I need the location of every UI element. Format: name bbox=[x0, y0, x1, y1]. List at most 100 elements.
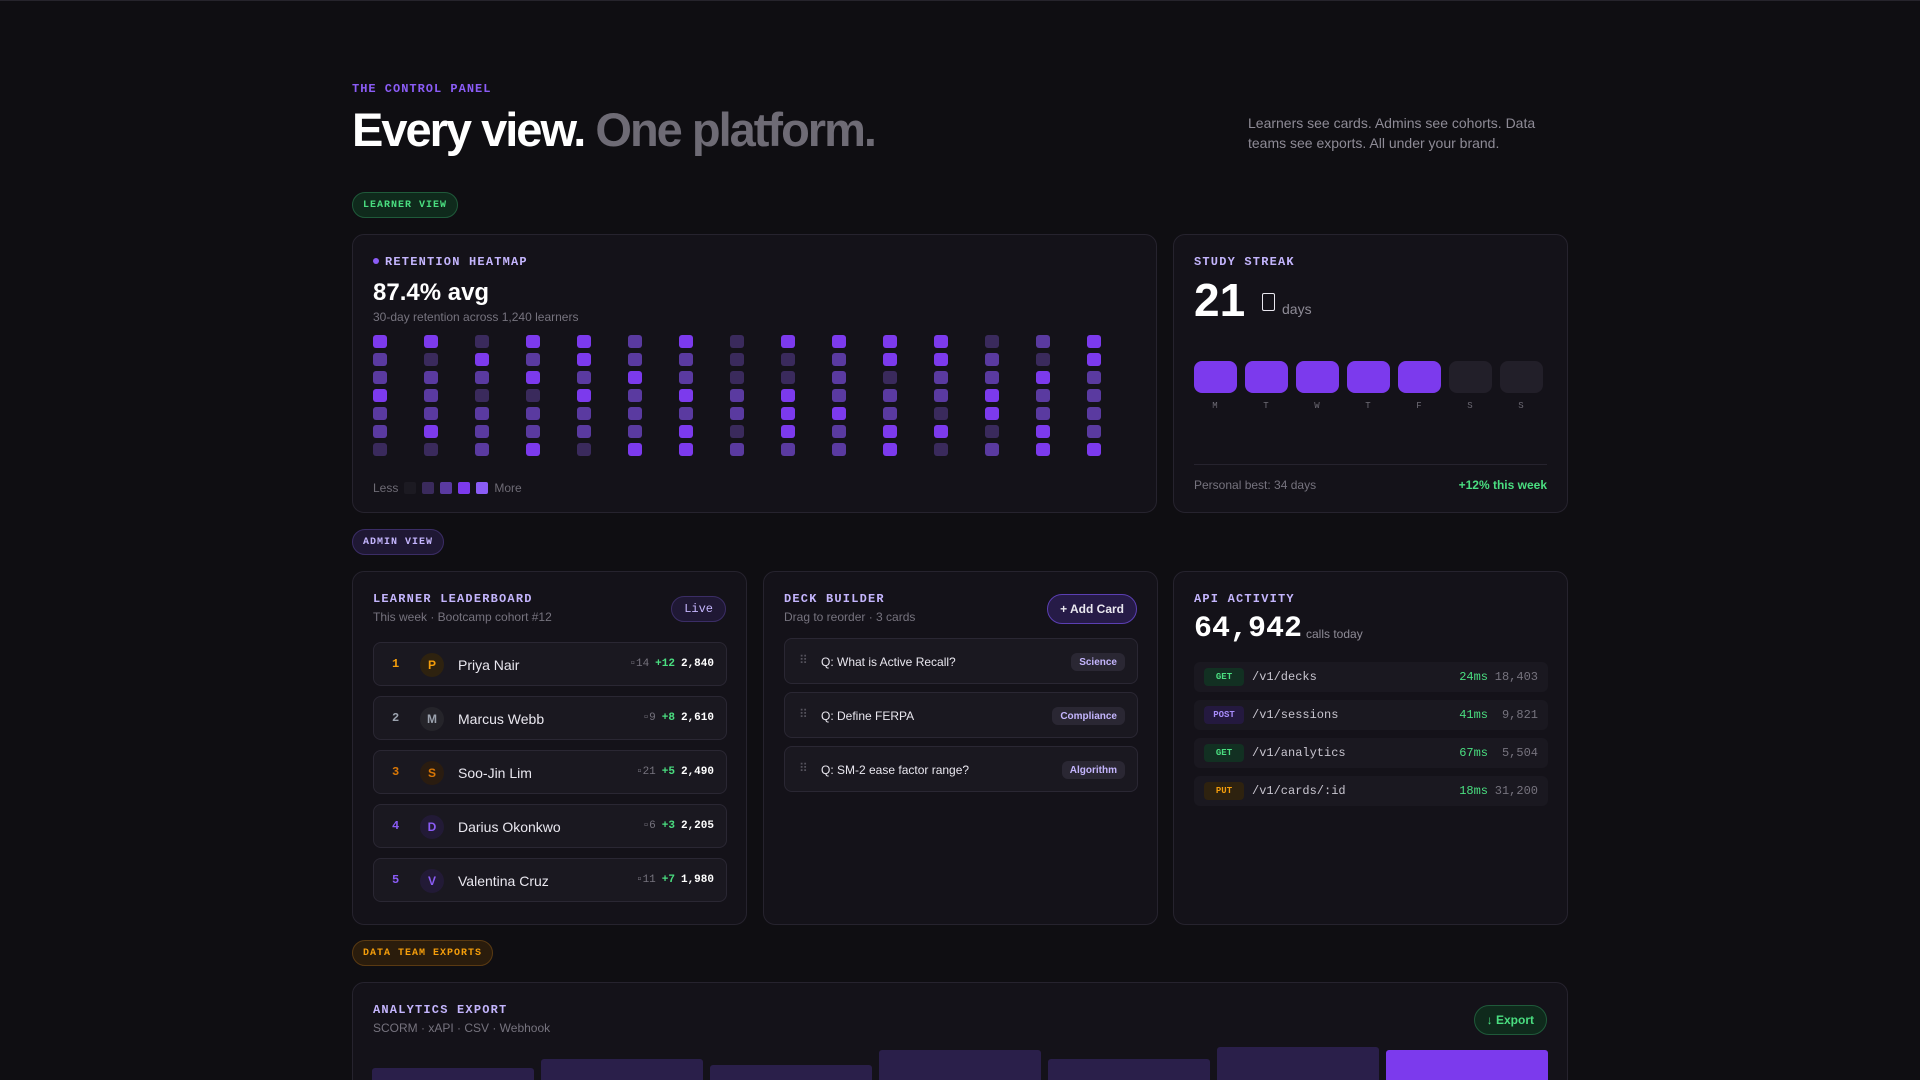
heatmap-cell bbox=[526, 371, 540, 384]
retention-heatmap-card: RETENTION HEATMAP 87.4% avg 30-day reten… bbox=[352, 234, 1157, 513]
heatmap-stat: 87.4% avg bbox=[373, 279, 490, 306]
export-button[interactable]: ↓ Export bbox=[1473, 1005, 1547, 1035]
heatmap-cell bbox=[730, 425, 744, 438]
http-method-badge: PUT bbox=[1204, 782, 1244, 800]
deck-card-item[interactable]: ⠿ Q: Define FERPA Compliance bbox=[784, 692, 1138, 738]
heatmap-cell bbox=[679, 425, 693, 438]
drag-handle-icon[interactable]: ⠿ bbox=[799, 653, 808, 667]
add-card-button[interactable]: + Add Card bbox=[1047, 594, 1137, 624]
heatmap-cell bbox=[475, 407, 489, 420]
heatmap-legend: Less More bbox=[373, 481, 522, 495]
card-tag: Algorithm bbox=[1061, 761, 1125, 779]
http-method-badge: GET bbox=[1204, 744, 1244, 762]
learner-stats: ▫14 +12 2,840 bbox=[629, 658, 714, 670]
leaderboard-row[interactable]: 1 P Priya Nair ▫14 +12 2,840 bbox=[373, 642, 727, 686]
leaderboard-row[interactable]: 2 M Marcus Webb ▫9 +8 2,610 bbox=[373, 696, 727, 740]
avatar: V bbox=[420, 869, 444, 893]
export-bar bbox=[1217, 1047, 1379, 1080]
avatar: P bbox=[420, 653, 444, 677]
learner-name: Marcus Webb bbox=[458, 711, 545, 727]
streak-unit: days bbox=[1282, 301, 1312, 317]
heatmap-cell bbox=[526, 335, 540, 348]
latency: 18ms bbox=[1459, 784, 1488, 798]
heatmap-cell bbox=[883, 443, 897, 456]
streak-icon: ▫ bbox=[635, 874, 643, 886]
heatmap-cell bbox=[730, 371, 744, 384]
api-endpoint-row[interactable]: POST/v1/sessions 41ms 9,821 bbox=[1194, 700, 1548, 730]
heatmap-cell bbox=[424, 425, 438, 438]
streak-icon: ▫ bbox=[642, 712, 650, 724]
rank-number: 3 bbox=[392, 765, 400, 779]
heatmap-cell bbox=[1036, 353, 1050, 366]
eyebrow-label: THE CONTROL PANEL bbox=[352, 82, 492, 96]
api-endpoint-row[interactable]: GET/v1/analytics 67ms 5,504 bbox=[1194, 738, 1548, 768]
points-delta: +5 bbox=[661, 766, 675, 778]
bullet-dot-icon bbox=[373, 257, 379, 264]
heatmap-cell bbox=[781, 371, 795, 384]
heatmap-cell bbox=[526, 425, 540, 438]
heatmap-cell bbox=[934, 335, 948, 348]
heatmap-cell bbox=[730, 353, 744, 366]
leaderboard-title: LEARNER LEADERBOARD bbox=[373, 592, 533, 606]
learner-name: Soo-Jin Lim bbox=[458, 765, 532, 781]
leaderboard-row[interactable]: 4 D Darius Okonkwo ▫6 +3 2,205 bbox=[373, 804, 727, 848]
streak-day-label: M bbox=[1212, 401, 1219, 411]
api-endpoint-row[interactable]: PUT/v1/cards/:id 18ms 31,200 bbox=[1194, 776, 1548, 806]
rank-number: 5 bbox=[392, 873, 400, 887]
streak-day-label: F bbox=[1416, 401, 1423, 411]
control-panel-section: THE CONTROL PANEL Every view. One platfo… bbox=[352, 0, 1568, 1080]
legend-less: Less bbox=[373, 481, 399, 495]
streak-value: 21 bbox=[1194, 274, 1246, 326]
legend-swatch bbox=[458, 482, 471, 494]
api-endpoint-row[interactable]: GET/v1/decks 24ms 18,403 bbox=[1194, 662, 1548, 692]
heatmap-cell bbox=[373, 371, 387, 384]
points-delta: +8 bbox=[661, 712, 675, 724]
leaderboard-row[interactable]: 3 S Soo-Jin Lim ▫21 +5 2,490 bbox=[373, 750, 727, 794]
heatmap-cell bbox=[1036, 443, 1050, 456]
heatmap-cell bbox=[373, 443, 387, 456]
leaderboard-row[interactable]: 5 V Valentina Cruz ▫11 +7 1,980 bbox=[373, 858, 727, 902]
heatmap-cell bbox=[628, 371, 642, 384]
drag-handle-icon[interactable]: ⠿ bbox=[799, 761, 808, 775]
points-total: 1,980 bbox=[680, 874, 714, 886]
rank-number: 1 bbox=[392, 657, 400, 671]
streak-day-bar bbox=[1245, 361, 1288, 393]
live-button[interactable]: Live bbox=[671, 596, 726, 622]
heatmap-grid bbox=[373, 335, 1113, 465]
heatmap-cell bbox=[832, 353, 846, 366]
avatar: M bbox=[420, 707, 444, 731]
weekly-change: +12% this week bbox=[1458, 478, 1547, 492]
heatmap-cell bbox=[424, 371, 438, 384]
heatmap-cell bbox=[883, 371, 897, 384]
export-bar bbox=[1048, 1059, 1210, 1080]
heatmap-cell bbox=[832, 407, 846, 420]
export-bar bbox=[1386, 1050, 1548, 1080]
export-subtitle: SCORM · xAPI · CSV · Webhook bbox=[373, 1021, 551, 1035]
streak-day-label: S bbox=[1518, 401, 1525, 411]
heatmap-cell bbox=[730, 335, 744, 348]
heatmap-cell bbox=[781, 389, 795, 402]
streak-icon: ▫ bbox=[642, 820, 650, 832]
call-count: 5,504 bbox=[1501, 746, 1538, 760]
heatmap-cell bbox=[475, 389, 489, 402]
heatmap-cell bbox=[883, 425, 897, 438]
heatmap-cell bbox=[934, 371, 948, 384]
drag-handle-icon[interactable]: ⠿ bbox=[799, 707, 808, 721]
avatar: D bbox=[420, 815, 444, 839]
avatar: S bbox=[420, 761, 444, 785]
heatmap-cell bbox=[985, 353, 999, 366]
data-team-badge: DATA TEAM EXPORTS bbox=[352, 940, 494, 966]
heatmap-cell bbox=[934, 389, 948, 402]
heatmap-cell bbox=[1036, 407, 1050, 420]
streak-count: ▫6 bbox=[643, 820, 656, 832]
heatmap-cell bbox=[985, 389, 999, 402]
api-title: API ACTIVITY bbox=[1194, 592, 1295, 606]
heatmap-cell bbox=[628, 389, 642, 402]
heatmap-cell bbox=[679, 335, 693, 348]
streak-day-label: W bbox=[1314, 401, 1321, 411]
heatmap-cell bbox=[424, 335, 438, 348]
deck-card-item[interactable]: ⠿ Q: What is Active Recall? Science bbox=[784, 638, 1138, 684]
heatmap-cell bbox=[526, 407, 540, 420]
deck-card-item[interactable]: ⠿ Q: SM-2 ease factor range? Algorithm bbox=[784, 746, 1138, 792]
